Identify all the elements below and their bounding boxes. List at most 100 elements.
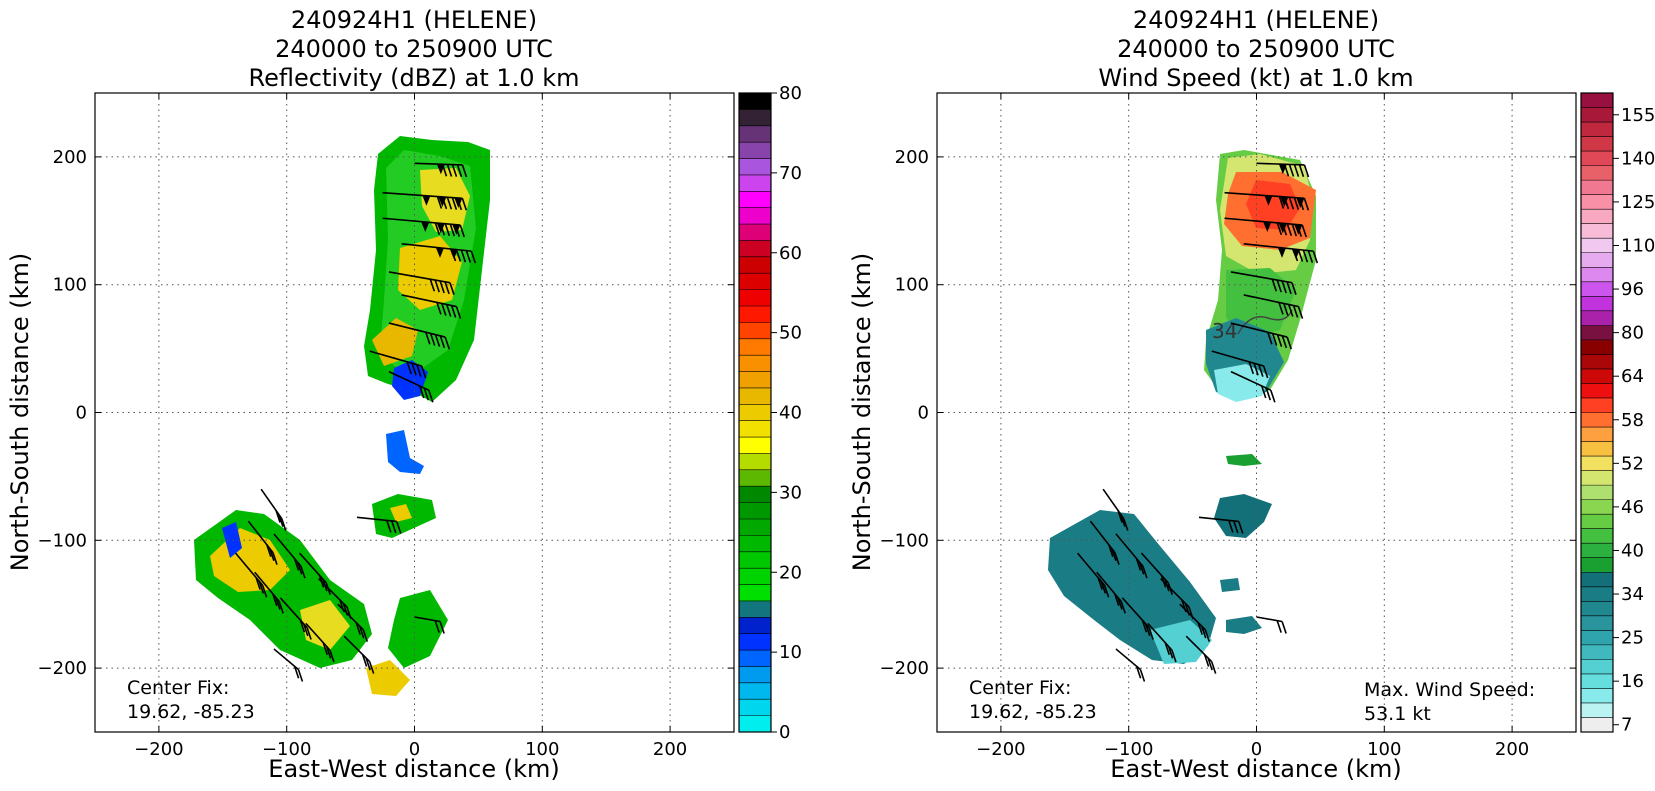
center-fix-value: 19.62, -85.23 bbox=[969, 701, 1097, 723]
title-line-2: 240000 to 250900 UTC bbox=[1117, 35, 1395, 63]
wind-barb bbox=[1230, 271, 1297, 295]
colorbar-segment bbox=[1581, 412, 1613, 428]
colorbar-segment bbox=[739, 469, 771, 487]
wind-barb bbox=[234, 552, 268, 598]
colorbar-segment bbox=[739, 600, 771, 618]
title-line-3: Reflectivity (dBZ) at 1.0 km bbox=[249, 64, 580, 92]
wind-barb bbox=[401, 243, 477, 264]
colorbar-segment bbox=[1581, 427, 1613, 442]
title-line-1: 240924H1 (HELENE) bbox=[291, 6, 537, 34]
wind-middle-blob bbox=[1214, 494, 1272, 538]
colorbar-tick-label: 58 bbox=[1621, 410, 1644, 431]
center-fix-value: 19.62, -85.23 bbox=[127, 701, 255, 723]
colorbar-tick-label: 40 bbox=[1621, 540, 1644, 561]
colorbar-segment bbox=[1581, 223, 1613, 239]
wind-barb bbox=[343, 635, 375, 674]
reflectivity-panel: 240924H1 (HELENE) 240000 to 250900 UTC R… bbox=[6, 6, 802, 783]
colorbar-segment bbox=[739, 420, 771, 438]
wind-barb bbox=[1224, 191, 1310, 211]
colorbar-segment bbox=[1581, 180, 1613, 195]
colorbar-segment bbox=[739, 387, 771, 405]
wind-barb bbox=[1115, 533, 1148, 579]
colorbar-tick-label: 140 bbox=[1621, 148, 1655, 169]
colorbar-segment bbox=[739, 338, 771, 356]
y-tick-label: −100 bbox=[38, 530, 87, 551]
colorbar-segment bbox=[739, 322, 771, 340]
wind-speed-wind-barbs bbox=[1076, 162, 1319, 682]
y-tick-label: 200 bbox=[895, 147, 929, 168]
wind-barb bbox=[1096, 571, 1126, 614]
colorbar-tick-label: 34 bbox=[1621, 584, 1644, 605]
wind-barb bbox=[388, 271, 455, 295]
y-tick-label: 100 bbox=[895, 275, 929, 296]
colorbar-segment bbox=[1581, 122, 1613, 137]
colorbar-segment bbox=[1581, 630, 1613, 646]
colorbar-segment bbox=[1581, 252, 1613, 268]
wind-barb bbox=[247, 520, 278, 565]
colorbar-tick-label: 30 bbox=[779, 482, 802, 503]
colorbar-segment bbox=[739, 224, 771, 241]
colorbar-segment bbox=[1581, 644, 1613, 660]
reflectivity-wind-barbs bbox=[234, 162, 477, 682]
wind-barb bbox=[1224, 217, 1308, 238]
colorbar-segment bbox=[1581, 543, 1613, 559]
title-line-3: Wind Speed (kt) at 1.0 km bbox=[1098, 64, 1413, 92]
colorbar-tick-label: 155 bbox=[1621, 105, 1655, 126]
reflectivity-ticks: −200 −100 0 100 200 −200 −100 0 100 200 bbox=[38, 93, 734, 760]
colorbar-segment bbox=[1581, 296, 1613, 312]
wind-barb bbox=[1230, 322, 1292, 350]
colorbar-segment bbox=[739, 650, 771, 667]
wind-middle-strip bbox=[1226, 454, 1262, 466]
colorbar-segment bbox=[1581, 601, 1613, 617]
wind-speed-panel: 240924H1 (HELENE) 240000 to 250900 UTC W… bbox=[848, 6, 1655, 783]
colorbar-segment bbox=[739, 240, 771, 258]
wind-barb bbox=[356, 516, 402, 534]
echo-middle-blob-yellow bbox=[390, 504, 412, 522]
wind-barb bbox=[1243, 294, 1304, 319]
colorbar-segment bbox=[1581, 615, 1613, 631]
colorbar-segment bbox=[1581, 194, 1613, 210]
wind-barb bbox=[388, 322, 450, 350]
wind-barb bbox=[382, 217, 466, 238]
colorbar-tick-label: 52 bbox=[1621, 453, 1644, 474]
x-tick-label: −100 bbox=[1104, 739, 1153, 760]
colorbar-tick-label: 25 bbox=[1621, 628, 1644, 649]
colorbar-segment bbox=[739, 453, 771, 471]
colorbar-tick-label: 80 bbox=[779, 83, 802, 104]
colorbar-tick-label: 40 bbox=[779, 403, 802, 424]
colorbar-segment bbox=[1581, 499, 1613, 515]
colorbar-tick-label: 10 bbox=[779, 642, 802, 663]
colorbar-segment bbox=[739, 256, 771, 274]
colorbar-segment bbox=[1581, 281, 1613, 297]
colorbar-segment bbox=[739, 551, 771, 569]
colorbar-segment bbox=[739, 371, 771, 389]
wind-barb bbox=[273, 648, 304, 682]
colorbar-segment bbox=[1581, 702, 1613, 718]
colorbar-segment bbox=[1581, 456, 1613, 471]
colorbar-segment bbox=[739, 535, 771, 553]
colorbar-segment bbox=[739, 306, 771, 323]
colorbar-segment bbox=[1581, 659, 1613, 675]
colorbar-segment bbox=[1581, 151, 1613, 166]
wind-barb bbox=[388, 370, 434, 403]
wind-barb bbox=[260, 488, 287, 531]
colorbar-segment bbox=[739, 486, 771, 503]
wind-contour-34 bbox=[1237, 309, 1293, 335]
colorbar-segment bbox=[1581, 209, 1613, 225]
colorbar-segment bbox=[1581, 136, 1613, 152]
colorbar-tick-label: 50 bbox=[779, 323, 802, 344]
wind-barb bbox=[1256, 616, 1287, 634]
colorbar-segment bbox=[739, 699, 771, 716]
colorbar-tick-label: 125 bbox=[1621, 192, 1655, 213]
x-tick-label: 0 bbox=[1251, 739, 1262, 760]
colorbar-frame bbox=[1580, 92, 1614, 733]
wind-barb bbox=[1089, 520, 1120, 565]
wind-speed-field: 34 bbox=[1048, 150, 1316, 664]
colorbar-segment bbox=[739, 666, 771, 684]
colorbar-segment bbox=[1581, 441, 1613, 457]
colorbar-segment bbox=[739, 682, 771, 700]
echo-north-yellow-3 bbox=[372, 318, 418, 366]
reflectivity-colorbar: 0 10 20 30 40 50 60 70 80 bbox=[738, 83, 802, 743]
colorbar-segment bbox=[739, 355, 771, 372]
